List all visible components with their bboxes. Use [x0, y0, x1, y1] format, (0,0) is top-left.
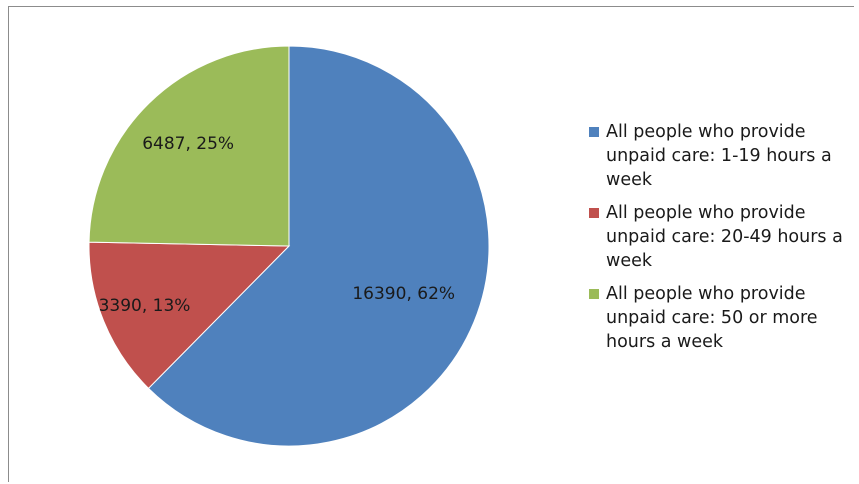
slice-50-plus-hours	[88, 45, 290, 247]
pie-chart: 16390, 62% 3390, 13% 6487, 25%	[88, 45, 490, 447]
chart-area: 16390, 62% 3390, 13% 6487, 25% All people …	[8, 6, 854, 482]
pie-labels: 16390, 62% 3390, 13% 6487, 25%	[99, 134, 455, 316]
legend-label: All people who provide unpaid care: 50 o…	[606, 284, 818, 352]
pie-slices	[88, 45, 490, 447]
legend-item-50-plus-hours: All people who provide unpaid care: 50 o…	[589, 282, 859, 354]
legend-swatch-green	[589, 289, 599, 299]
data-label-20-49-hours: 3390, 13%	[99, 296, 191, 316]
slice-20-49-hours	[88, 241, 291, 390]
chart-legend: All people who provide unpaid care: 1-19…	[589, 120, 859, 363]
data-label-50-plus-hours: 6487, 25%	[142, 134, 234, 154]
legend-item-1-19-hours: All people who provide unpaid care: 1-19…	[589, 120, 859, 192]
legend-label: All people who provide unpaid care: 20-4…	[606, 203, 843, 271]
legend-swatch-red	[589, 208, 599, 218]
legend-item-20-49-hours: All people who provide unpaid care: 20-4…	[589, 201, 859, 273]
data-label-1-19-hours: 16390, 62%	[352, 284, 455, 304]
legend-swatch-blue	[589, 127, 599, 137]
slice-1-19-hours	[147, 45, 490, 447]
legend-label: All people who provide unpaid care: 1-19…	[606, 122, 832, 190]
